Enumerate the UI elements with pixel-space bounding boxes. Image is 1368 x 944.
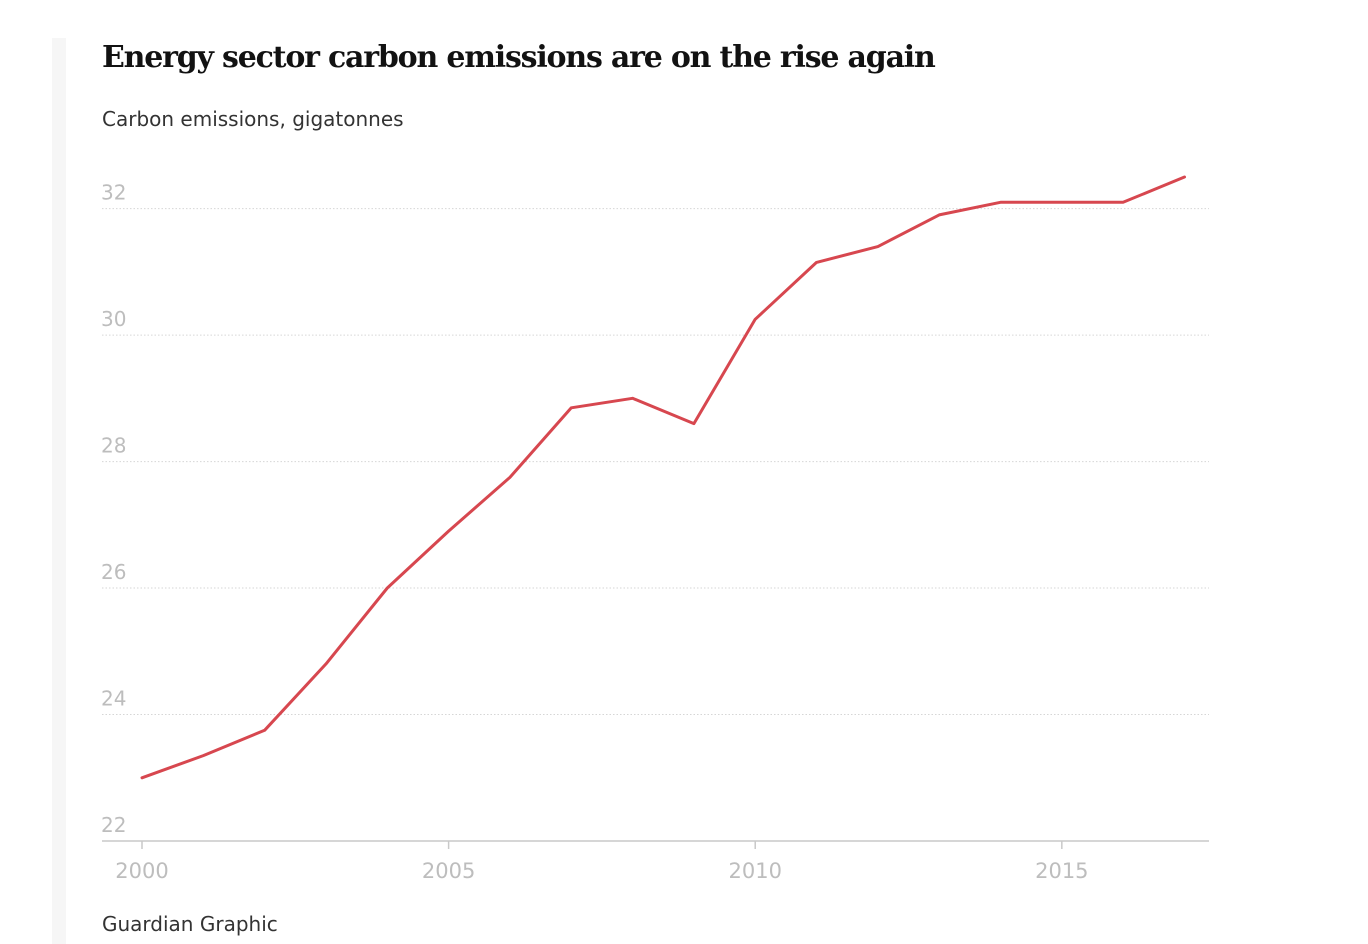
data-point [202, 754, 205, 757]
series-line [140, 175, 1186, 780]
data-point [1183, 176, 1186, 179]
data-point [754, 318, 757, 321]
series-layer [140, 175, 1186, 780]
data-point [324, 662, 327, 665]
data-point [692, 422, 695, 425]
data-point [999, 201, 1002, 204]
data-point [938, 213, 941, 216]
data-point [570, 406, 573, 409]
data-point [263, 729, 266, 732]
data-point [1060, 201, 1063, 204]
x-tick-label: 2005 [422, 859, 475, 883]
y-tick-label: 26 [101, 560, 126, 584]
x-axis [102, 840, 1209, 849]
source-credit: Guardian Graphic [102, 912, 278, 936]
y-tick-label: 30 [101, 307, 126, 331]
y-tick-label: 28 [101, 434, 126, 458]
chart-title: Energy sector carbon emissions are on th… [102, 40, 936, 75]
gridlines [102, 208, 1209, 716]
data-point [1122, 201, 1125, 204]
data-point [876, 245, 879, 248]
data-point [631, 397, 634, 400]
y-tick-label: 24 [101, 687, 126, 711]
y-tick-label: 22 [101, 813, 126, 837]
data-point [508, 476, 511, 479]
data-point [815, 261, 818, 264]
x-tick-label: 2010 [728, 859, 781, 883]
x-tick-label: 2015 [1035, 859, 1088, 883]
chart-subtitle: Carbon emissions, gigatonnes [102, 107, 404, 131]
y-tick-label: 32 [101, 181, 126, 205]
data-point [141, 776, 144, 779]
side-accent-bar [52, 38, 66, 944]
data-point [386, 587, 389, 590]
tick-labels: 22 24 26 28 30 32 2000 2005 2010 2015 [101, 181, 1089, 883]
data-point [447, 530, 450, 533]
x-tick-label: 2000 [115, 859, 168, 883]
